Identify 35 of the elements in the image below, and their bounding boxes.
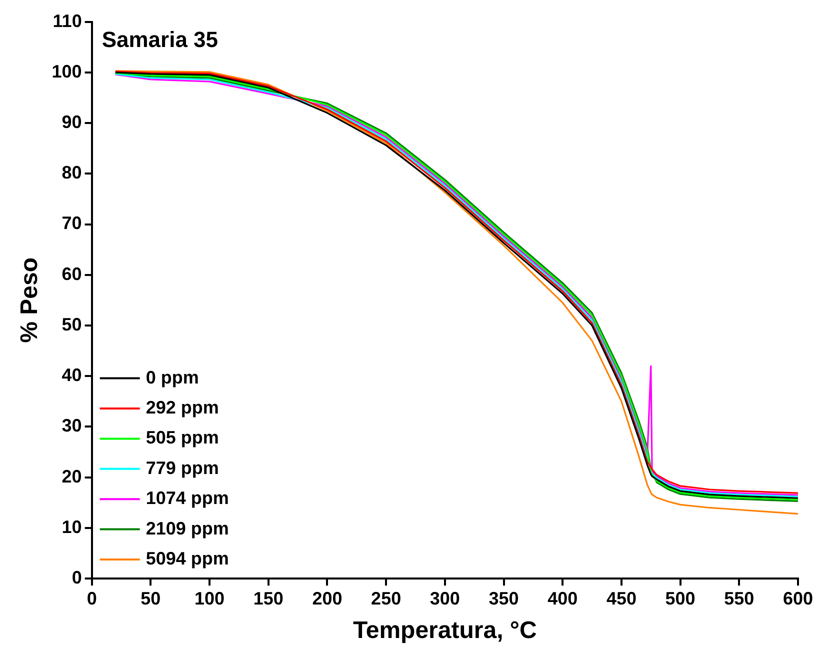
y-tick-label: 20 [62,466,82,486]
y-axis-title: % Peso [16,258,44,343]
y-tick-label: 10 [62,516,82,537]
x-tick-label: 550 [724,588,754,608]
y-tick-label: 90 [62,112,82,132]
legend-label: 0 ppm [146,367,199,388]
x-tick-label: 600 [782,588,814,608]
x-tick-label: 500 [665,588,696,608]
y-tick-label: 60 [62,264,82,284]
legend-label: 2109 ppm [146,518,229,538]
x-axis-title: Temperatura, °C [352,617,537,644]
legend-label: 5094 ppm [146,548,229,568]
legend-label: 779 ppm [146,458,219,478]
legend-label: 292 ppm [146,397,219,418]
y-tick-label: 100 [52,61,82,82]
x-tick-label: 150 [253,588,284,608]
y-tick-label: 0 [72,568,82,588]
y-tick-label: 80 [62,162,82,183]
x-tick-label: 400 [548,588,578,608]
legend-label: 505 ppm [146,428,219,448]
x-tick-label: 50 [140,588,161,608]
y-tick-label: 40 [62,365,82,386]
y-tick-label: 30 [62,416,82,436]
x-tick-label: 200 [312,588,342,608]
y-tick-label: 110 [52,10,82,31]
chart-title: Samaria 35 [102,26,218,52]
x-tick-label: 350 [488,588,519,608]
x-tick-label: 250 [371,588,402,608]
x-tick-label: 100 [194,588,225,608]
y-tick-label: 50 [62,314,82,334]
x-tick-label: 450 [606,588,636,608]
legend-label: 1074 ppm [146,488,229,508]
y-tick-label: 70 [62,213,82,234]
x-tick-label: 0 [86,588,97,608]
x-tick-label: 300 [430,588,460,608]
